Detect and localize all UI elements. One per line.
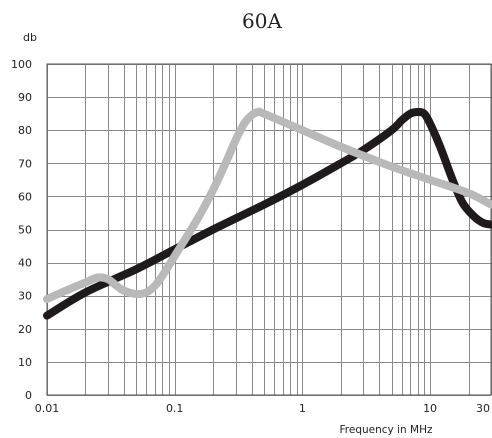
- y-tick-label: 30: [18, 290, 32, 303]
- y-tick-label: 100: [11, 58, 32, 71]
- grid-lines: [47, 64, 492, 396]
- y-tick-label: 20: [18, 323, 32, 336]
- x-tick-label: 0.01: [35, 402, 60, 415]
- y-tick-label: 60: [18, 190, 32, 203]
- y-tick-label: 0: [25, 389, 32, 402]
- series-lines: [43, 107, 492, 320]
- y-tick-label: 10: [18, 356, 32, 369]
- y-tick-labels: 0 10 20 30 40 50 60 70 80 90 100: [11, 58, 32, 402]
- x-tick-label: 30: [476, 402, 490, 415]
- y-tick-label: 90: [18, 91, 32, 104]
- chart-title: 60A: [242, 9, 282, 33]
- x-tick-label: 10: [423, 402, 437, 415]
- y-tick-label: 70: [18, 157, 32, 170]
- plot-frame: [46, 63, 492, 396]
- series-line-2: [43, 107, 492, 304]
- y-tick-label: 80: [18, 124, 32, 137]
- x-tick-label: 1: [299, 402, 306, 415]
- y-tick-label: 50: [18, 224, 32, 237]
- x-axis-label: Frequency in MHz: [340, 424, 433, 436]
- x-tick-labels: 0.01 0.1 1 10 30: [35, 402, 490, 415]
- y-axis-label: db: [23, 31, 37, 44]
- x-tick-label: 0.1: [166, 402, 184, 415]
- y-tick-label: 40: [18, 257, 32, 270]
